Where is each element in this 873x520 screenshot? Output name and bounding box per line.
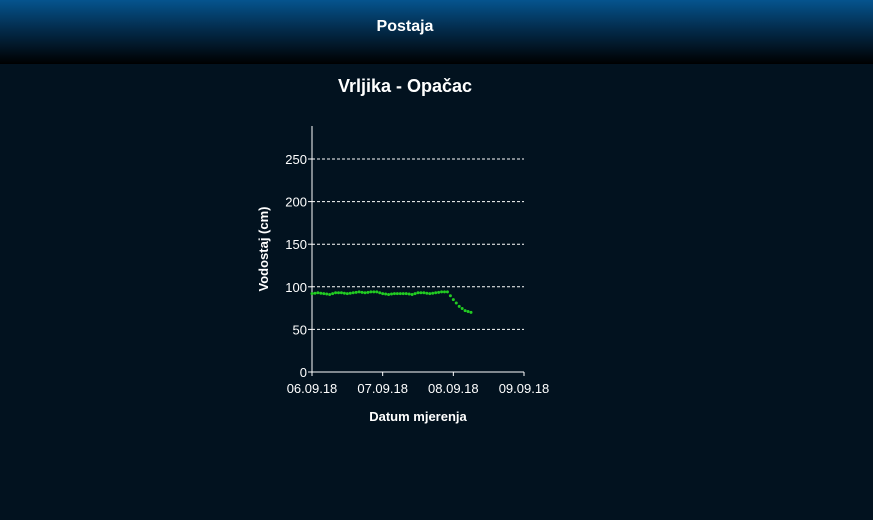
data-point xyxy=(395,292,399,296)
data-point xyxy=(390,292,393,296)
data-point xyxy=(460,307,464,311)
data-point xyxy=(434,291,438,295)
data-point xyxy=(366,290,370,294)
data-point xyxy=(348,291,352,295)
data-point xyxy=(354,290,358,294)
data-point xyxy=(445,290,449,294)
y-tick-label: 50 xyxy=(293,322,307,337)
data-point xyxy=(372,290,376,294)
data-point xyxy=(428,292,432,296)
data-point xyxy=(313,291,317,295)
data-point xyxy=(437,290,441,294)
data-point xyxy=(334,291,338,295)
y-tick-label: 150 xyxy=(285,237,307,252)
x-tick-label: 09.09.18 xyxy=(499,381,550,396)
data-point xyxy=(440,290,444,294)
y-axis-label: Vodostaj (cm) xyxy=(256,207,271,292)
data-point xyxy=(454,301,458,305)
data-point xyxy=(398,292,402,296)
data-point xyxy=(342,291,346,295)
data-point xyxy=(387,292,391,296)
data-point xyxy=(322,292,326,296)
y-tick-label: 200 xyxy=(285,195,307,210)
page-title: Vrljika - Opačac xyxy=(337,76,473,96)
data-point xyxy=(416,291,420,295)
y-tick-label: 100 xyxy=(285,280,307,295)
data-point xyxy=(369,290,373,294)
data-point xyxy=(443,290,446,294)
data-point xyxy=(325,292,329,296)
data-point xyxy=(337,291,340,295)
data-point xyxy=(384,292,388,296)
data-point xyxy=(451,298,455,302)
data-point xyxy=(378,291,382,295)
x-tick-label: 06.09.18 xyxy=(287,381,338,396)
data-point xyxy=(339,291,343,295)
data-point xyxy=(310,292,314,296)
data-point xyxy=(413,292,417,296)
data-point xyxy=(466,310,470,314)
header-title: Postaja xyxy=(376,18,434,35)
x-tick-label: 08.09.18 xyxy=(428,381,479,396)
data-point xyxy=(422,291,426,295)
data-point xyxy=(345,292,349,296)
data-point xyxy=(363,291,367,295)
data-point xyxy=(431,291,435,295)
y-tick-label: 250 xyxy=(285,152,307,167)
data-point xyxy=(331,292,335,296)
data-point xyxy=(351,291,355,295)
data-point xyxy=(392,292,396,296)
data-point xyxy=(357,290,361,294)
data-point xyxy=(419,291,423,295)
data-point xyxy=(328,292,332,296)
data-point xyxy=(360,290,364,294)
data-point xyxy=(425,291,429,295)
data-point xyxy=(401,292,405,296)
y-tick-label: 0 xyxy=(300,365,307,380)
data-point xyxy=(319,291,323,295)
data-point xyxy=(407,292,411,296)
data-point xyxy=(448,294,452,298)
header-bar: Postaja xyxy=(0,0,873,64)
data-point xyxy=(457,304,461,308)
x-tick-label: 07.09.18 xyxy=(357,381,408,396)
x-axis-label: Datum mjerenja xyxy=(369,409,467,424)
data-point xyxy=(469,310,473,314)
data-point xyxy=(316,291,320,295)
data-point xyxy=(463,309,467,313)
data-point xyxy=(404,292,408,296)
data-point xyxy=(375,290,379,294)
data-point xyxy=(381,292,385,296)
data-point xyxy=(410,292,414,296)
